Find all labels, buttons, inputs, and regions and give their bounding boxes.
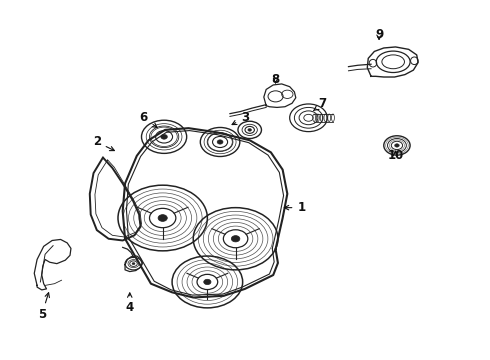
Text: 6: 6 <box>140 111 157 127</box>
Text: 10: 10 <box>388 149 404 162</box>
Circle shape <box>248 129 251 131</box>
Text: 3: 3 <box>232 111 249 125</box>
Circle shape <box>231 235 240 242</box>
Circle shape <box>217 140 223 144</box>
Circle shape <box>158 215 167 221</box>
Text: 8: 8 <box>271 73 280 86</box>
Text: 2: 2 <box>93 135 114 150</box>
Text: 4: 4 <box>125 293 134 314</box>
Circle shape <box>132 262 135 265</box>
Text: 9: 9 <box>375 28 383 41</box>
Circle shape <box>161 134 168 139</box>
Circle shape <box>204 279 211 285</box>
Text: 1: 1 <box>284 201 305 214</box>
Circle shape <box>394 144 399 147</box>
Text: 7: 7 <box>314 98 327 111</box>
Text: 5: 5 <box>38 293 49 321</box>
